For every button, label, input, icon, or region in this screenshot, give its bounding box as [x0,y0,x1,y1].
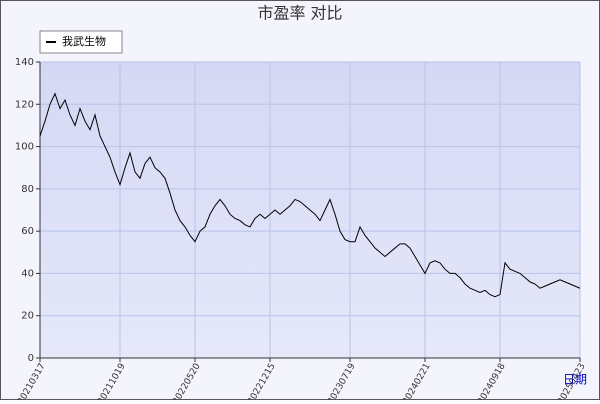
line [39,92,581,298]
legend-label: 我武生物 [62,34,106,48]
chart-title: 市盈率 对比 [257,4,342,23]
legend-box [39,30,123,54]
y-tick-label: 140 [15,57,34,68]
y-tick-label: 120 [15,99,34,110]
y-tick-label: 40 [21,268,34,279]
y-tick-label: 60 [21,226,34,237]
y-tick-label: 0 [28,353,34,364]
y-tick-label: 100 [15,142,34,153]
x-axis-label: 日期 [563,373,587,387]
y-tick-label: 80 [21,184,34,195]
y-tick-label: 20 [21,311,34,322]
